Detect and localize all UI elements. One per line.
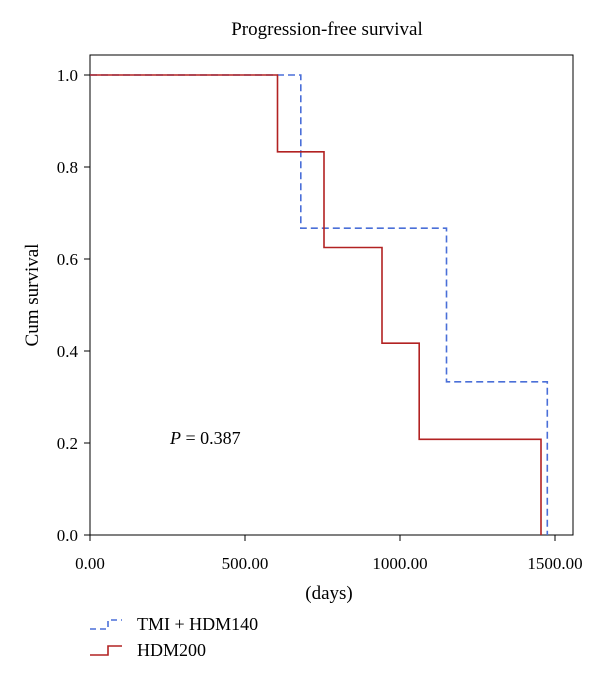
x-tick-label: 1000.00	[372, 554, 427, 573]
y-tick-label: 0.8	[57, 158, 78, 177]
y-tick-label: 0.6	[57, 250, 78, 269]
x-tick-label: 0.00	[75, 554, 105, 573]
legend-label: TMI + HDM140	[137, 614, 258, 634]
y-tick-label: 1.0	[57, 66, 78, 85]
series-line-1	[90, 74, 549, 535]
x-tick-label: 1500.00	[527, 554, 582, 573]
legend: TMI + HDM140 HDM200	[90, 614, 258, 660]
legend-label: HDM200	[137, 640, 206, 660]
plot-frame	[89, 54, 574, 536]
y-axis-label: Cum survival	[22, 244, 43, 347]
y-tick-label: 0.2	[57, 434, 78, 453]
x-tick-label: 500.00	[222, 554, 269, 573]
x-axis: 0.00 500.00 1000.00 1500.00	[75, 535, 583, 573]
x-axis-label: (days)	[305, 583, 352, 604]
y-tick-label: 0.4	[57, 342, 79, 361]
series-layer	[90, 74, 549, 535]
series-line-2	[90, 74, 542, 535]
y-tick-label: 0.0	[57, 526, 78, 545]
y-axis: 0.0 0.2 0.4 0.6 0.8 1.0	[57, 66, 90, 545]
legend-swatch	[90, 619, 122, 630]
p-value-annotation: P = 0.387	[169, 428, 241, 448]
chart-title: Progression-free survival	[231, 19, 423, 40]
p-value-symbol: P	[169, 428, 181, 448]
legend-swatch	[90, 645, 122, 656]
p-value-text: = 0.387	[181, 428, 241, 448]
